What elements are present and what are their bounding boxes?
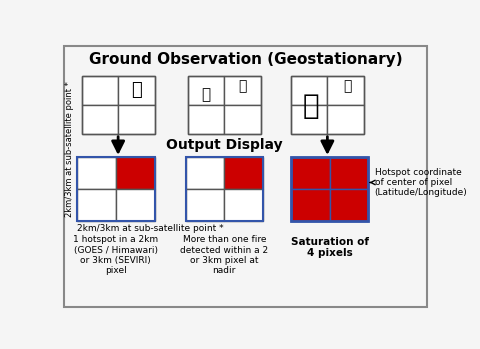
Text: 🔥: 🔥 xyxy=(343,79,351,93)
Bar xyxy=(330,157,369,189)
Text: 2km/3km at sub-satellite point *: 2km/3km at sub-satellite point * xyxy=(65,81,74,217)
Text: Hotspot coordinate
of center of pixel
(Latitude/Longitude): Hotspot coordinate of center of pixel (L… xyxy=(375,168,468,198)
Text: Ground Observation (Geostationary): Ground Observation (Geostationary) xyxy=(89,52,403,67)
Bar xyxy=(327,76,364,105)
Bar xyxy=(116,189,155,221)
Bar xyxy=(186,157,263,221)
Bar xyxy=(186,189,224,221)
Bar xyxy=(77,157,116,189)
Bar xyxy=(291,76,327,105)
Bar xyxy=(188,76,261,134)
Bar xyxy=(291,189,330,221)
Bar xyxy=(118,105,155,134)
Bar xyxy=(224,157,263,189)
Bar xyxy=(291,157,330,189)
Text: 2km/3km at sub-satellite point *: 2km/3km at sub-satellite point * xyxy=(77,224,224,233)
Bar xyxy=(82,105,118,134)
Bar xyxy=(186,157,224,189)
Bar xyxy=(291,157,369,221)
Bar xyxy=(116,157,155,189)
Bar xyxy=(77,157,155,221)
Text: Output Display: Output Display xyxy=(166,138,283,152)
Bar xyxy=(188,76,224,105)
Bar xyxy=(330,189,369,221)
Bar xyxy=(224,105,261,134)
Bar xyxy=(224,189,263,221)
Bar xyxy=(118,76,155,105)
Bar xyxy=(82,76,155,134)
Text: 🔥: 🔥 xyxy=(239,79,247,93)
Text: Saturation of
4 pixels: Saturation of 4 pixels xyxy=(291,237,369,258)
Text: 🔥: 🔥 xyxy=(303,92,319,120)
Text: 🔥: 🔥 xyxy=(202,87,211,102)
Bar xyxy=(291,76,364,134)
Bar xyxy=(82,76,118,105)
Bar xyxy=(327,105,364,134)
Text: More than one fire
detected within a 2
or 3km pixel at
nadir: More than one fire detected within a 2 o… xyxy=(180,235,268,275)
Text: 1 hotspot in a 2km
(GOES / Himawari)
or 3km (SEVIRI)
pixel: 1 hotspot in a 2km (GOES / Himawari) or … xyxy=(73,235,158,275)
Bar xyxy=(291,105,327,134)
Bar xyxy=(77,189,116,221)
Bar xyxy=(188,105,224,134)
Text: 🔥: 🔥 xyxy=(131,81,142,99)
Bar xyxy=(224,76,261,105)
